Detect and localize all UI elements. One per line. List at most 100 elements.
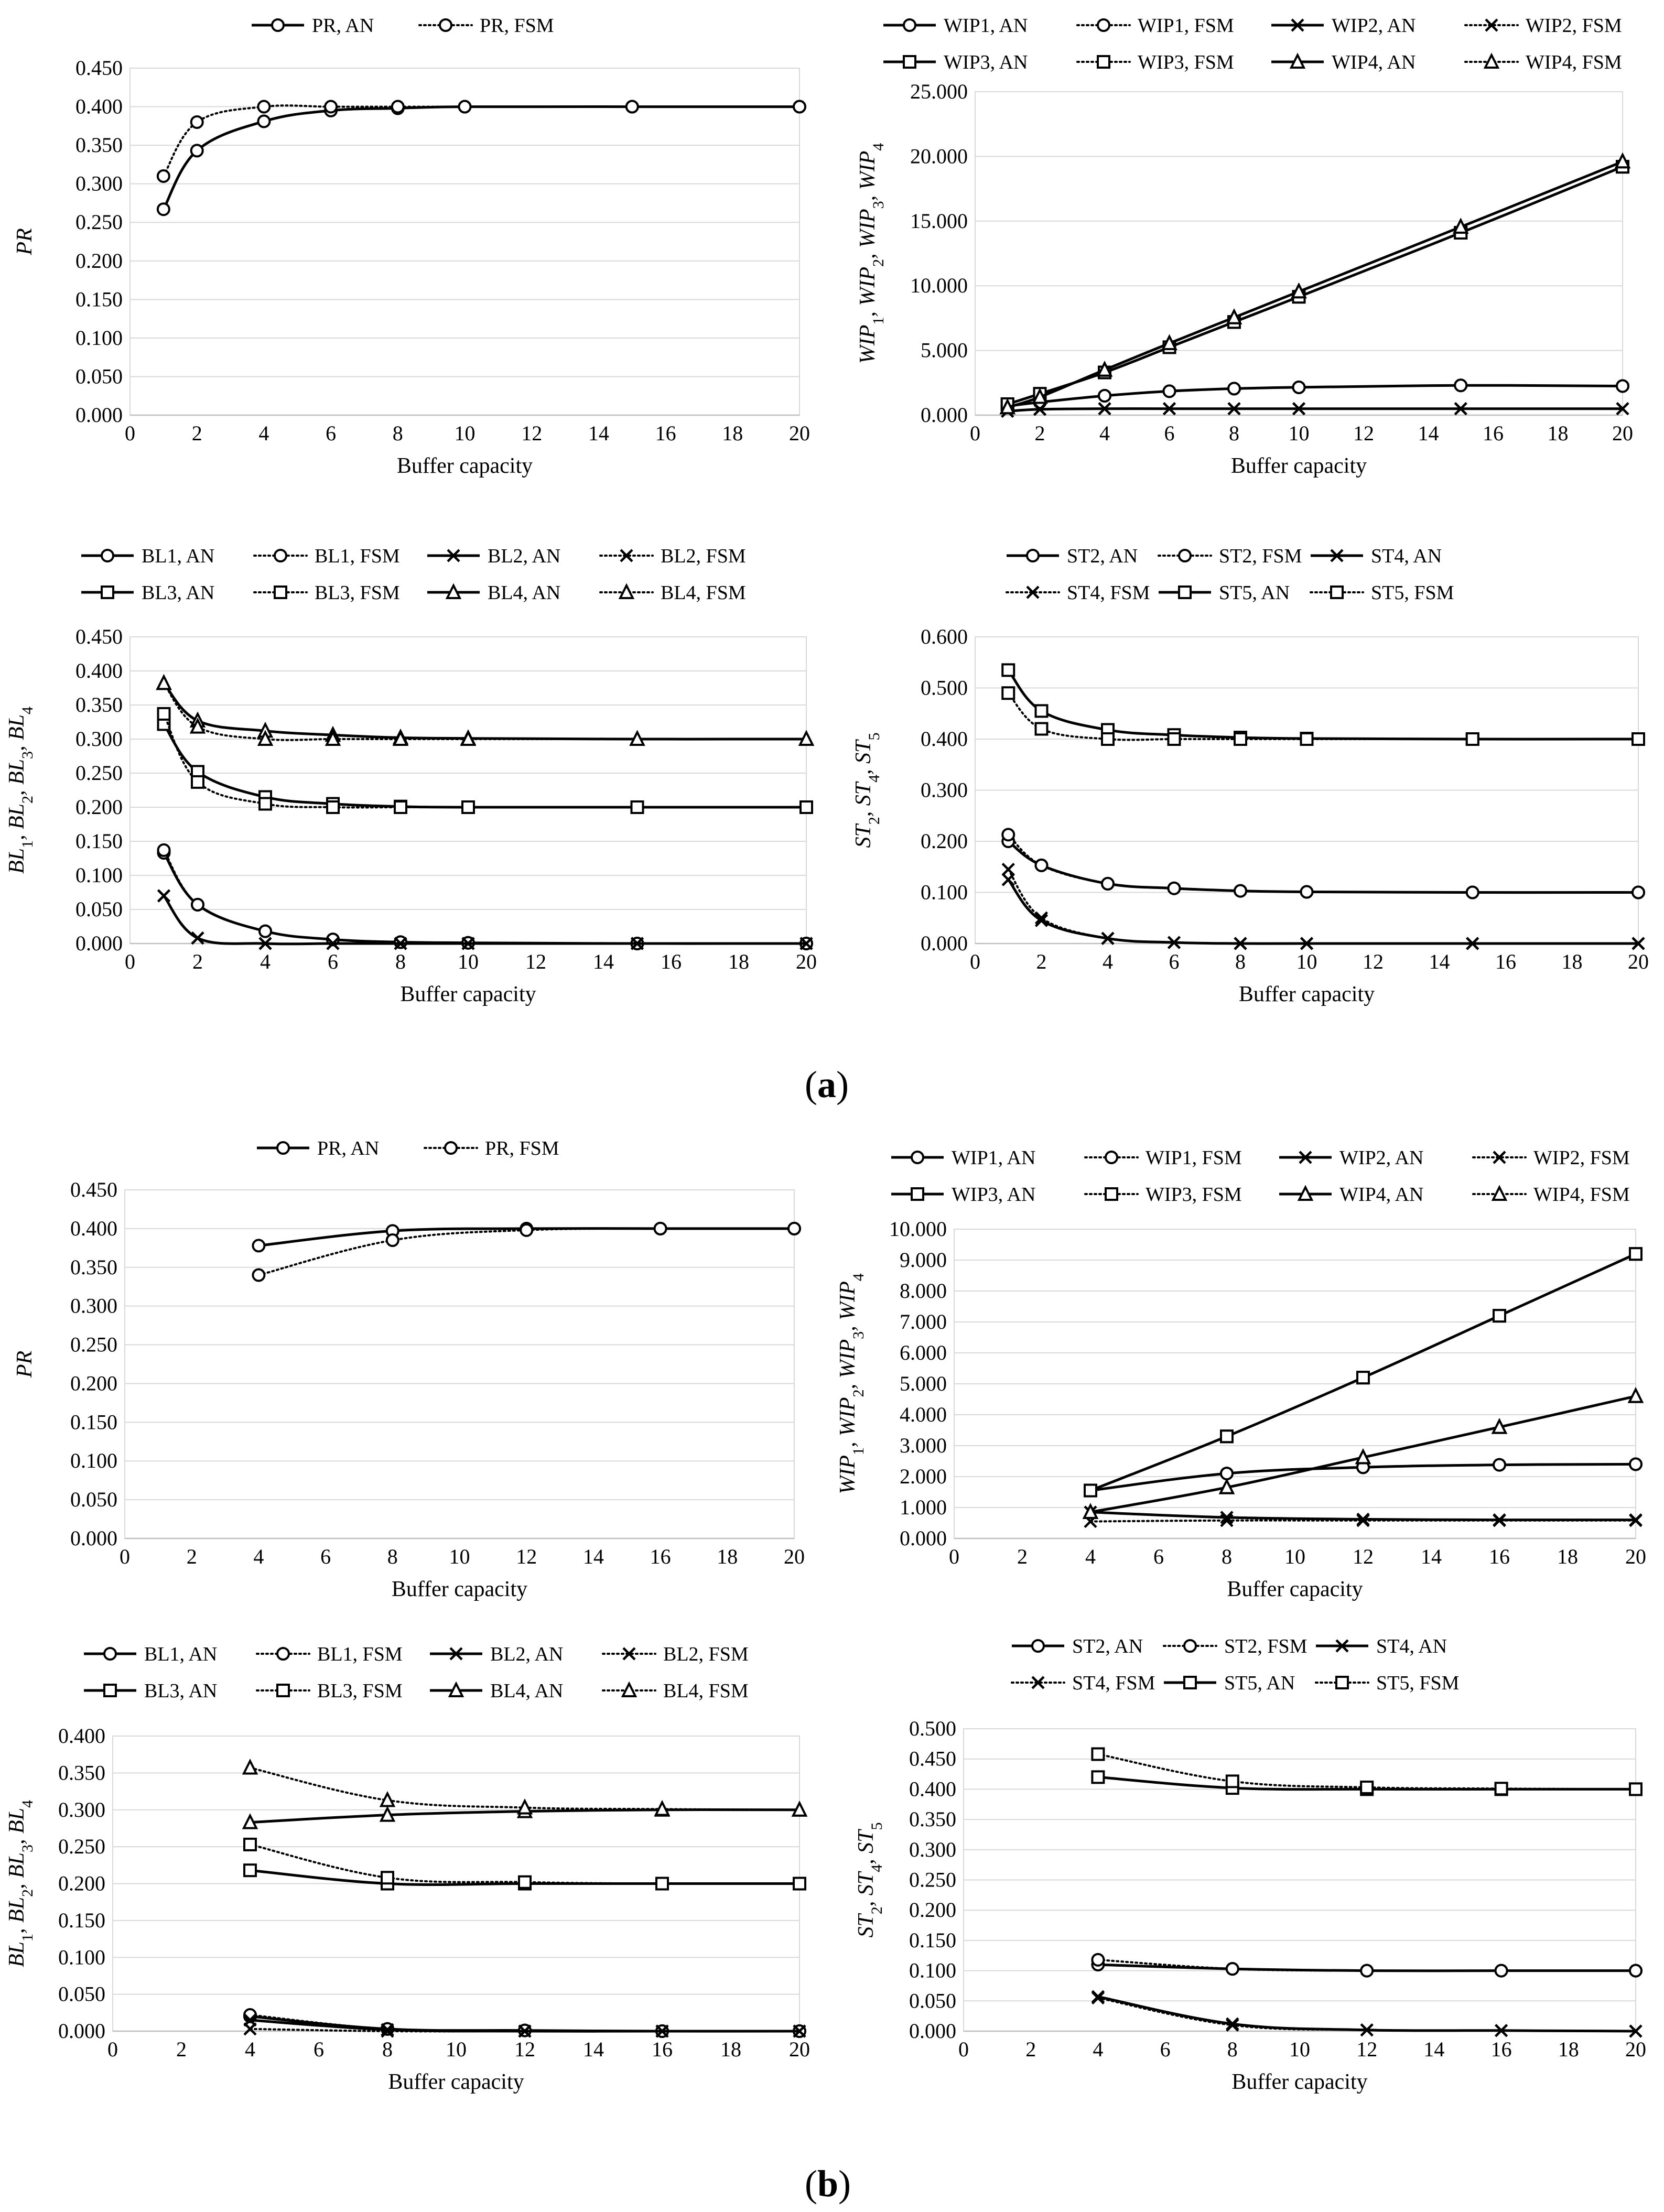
legend: BL1, AN BL1, FSM BL2, AN BL2, FSM BL3, AN BL3… — [84, 1643, 749, 1702]
legend-marker-square — [103, 1684, 117, 1697]
legend-label: ST2, AN — [1067, 545, 1138, 567]
data-point-x — [394, 937, 407, 950]
x-tick-label: 20 — [784, 1545, 805, 1568]
data-point-circle — [1616, 379, 1629, 393]
series-wip4-fsm — [1082, 1387, 1644, 1519]
legend-marker-triangle — [618, 583, 635, 599]
legend-label: WIP4, FSM — [1533, 1184, 1630, 1206]
series-st2-an — [1001, 834, 1645, 899]
data-point-x — [1292, 402, 1306, 416]
data-point-x — [1629, 1514, 1643, 1527]
y-tick-label: 0.300 — [921, 778, 968, 802]
data-point-square — [1220, 1429, 1234, 1444]
y-tick-label: 0.100 — [75, 326, 123, 350]
legend-marker-triangle — [621, 1681, 637, 1697]
x-axis-label: Buffer capacity — [1227, 1577, 1363, 1601]
data-point-triangle — [1161, 334, 1177, 351]
data-point-square — [1034, 704, 1049, 718]
x-tick-label: 4 — [253, 1545, 264, 1568]
data-point-x — [1356, 1514, 1370, 1527]
legend-marker-x — [1485, 18, 1498, 32]
y-axis-label: PR — [13, 228, 37, 255]
x-tick-label: 10 — [455, 421, 476, 445]
y-tick-label: 0.450 — [909, 1747, 956, 1771]
x-tick-label: 20 — [796, 950, 817, 973]
x-tick-label: 0 — [970, 421, 980, 445]
y-tick-label: 0.350 — [58, 1761, 105, 1784]
data-point-square — [461, 800, 475, 814]
legend: ST2, AN ST2, FSM ST4, AN ST4, FSM ST5, AN ST5… — [1006, 545, 1454, 604]
x-tick-label: 2 — [192, 421, 202, 445]
data-point-circle — [190, 115, 204, 129]
data-point-circle — [625, 100, 639, 114]
legend-marker-circle — [911, 1151, 924, 1164]
y-tick-label: 0.400 — [909, 1777, 956, 1801]
y-tick-label: 0.450 — [75, 625, 123, 648]
data-point-triangle — [516, 1798, 533, 1815]
y-tick-label: 0.300 — [70, 1294, 117, 1318]
x-tick-label: 12 — [516, 1545, 537, 1568]
data-point-triangle — [1491, 1418, 1508, 1434]
y-tick-label: 9.000 — [900, 1248, 947, 1272]
legend-marker-circle — [103, 1647, 117, 1661]
data-point-circle — [793, 100, 806, 114]
y-tick-label: 0.300 — [909, 1838, 956, 1861]
x-tick-label: 20 — [1625, 2037, 1646, 2061]
legend-label: ST4, FSM — [1067, 582, 1150, 604]
legend-marker-circle — [1183, 1639, 1197, 1653]
data-point-triangle — [325, 730, 341, 746]
data-point-circle — [1494, 1964, 1508, 1978]
data-point-circle — [1292, 380, 1306, 394]
series-bl4-fsm — [156, 674, 815, 746]
y-tick-label: 0.150 — [909, 1928, 956, 1952]
y-tick-label: 0.200 — [58, 1872, 105, 1895]
data-point-square — [630, 800, 644, 814]
data-point-triangle — [1032, 387, 1048, 404]
legend-label: ST2, FSM — [1219, 545, 1302, 567]
legend-marker-square — [1097, 55, 1110, 69]
x-tick-label: 14 — [1423, 2037, 1444, 2061]
legend-marker-square — [101, 585, 114, 599]
data-point-square — [1494, 1782, 1508, 1796]
data-point-circle — [1234, 884, 1247, 898]
x-tick-label: 14 — [588, 421, 609, 445]
legend-label: BL1, FSM — [317, 1643, 403, 1665]
y-tick-label: 0.000 — [900, 1526, 947, 1550]
legend-marker-circle — [439, 18, 452, 32]
series-wip2-fsm — [1084, 1514, 1643, 1528]
plot-area — [124, 1189, 795, 1539]
y-tick-label: 0.000 — [75, 931, 123, 955]
y-tick-label: 0.050 — [909, 1989, 956, 2012]
series-wip3-fsm — [1084, 1247, 1643, 1498]
data-point-square — [1631, 732, 1645, 746]
x-tick-label: 8 — [382, 2037, 393, 2061]
data-point-square — [258, 797, 272, 811]
data-point-circle — [324, 100, 338, 114]
data-point-square — [1091, 1770, 1105, 1784]
y-tick-label: 0.300 — [75, 727, 123, 751]
legend-marker-triangle — [448, 1681, 464, 1697]
data-point-square — [1225, 1774, 1239, 1788]
data-point-x — [630, 937, 644, 950]
legend-label: WIP1, FSM — [1146, 1147, 1242, 1169]
y-tick-label: 0.250 — [75, 761, 123, 785]
data-point-circle — [1493, 1458, 1506, 1472]
data-point-circle — [787, 1221, 801, 1235]
x-tick-label: 10 — [1289, 421, 1310, 445]
legend-marker-circle — [903, 18, 916, 32]
x-tick-label: 8 — [1227, 2037, 1238, 2061]
y-tick-label: 0.050 — [70, 1488, 117, 1511]
data-point-circle — [190, 144, 204, 158]
chart-b-pr: 0.000 0.050 0.100 0.150 0.200 0.250 0.300 0.350… — [13, 1137, 805, 1601]
legend-label: BL3, AN — [144, 1680, 217, 1702]
chart-a-wip: 0.000 5.000 10.000 15.000 20.000 25.000 0 2 4 6 8 1… — [856, 15, 1633, 478]
data-point-circle — [458, 100, 472, 114]
x-axis-label: Buffer capacity — [1239, 982, 1375, 1006]
data-point-x — [243, 2022, 257, 2036]
x-tick-label: 14 — [1429, 950, 1450, 973]
y-tick-label: 6.000 — [900, 1341, 947, 1364]
x-tick-label: 12 — [1363, 950, 1384, 973]
x-tick-label: 2 — [192, 950, 203, 973]
x-tick-label: 8 — [1222, 1545, 1232, 1568]
y-tick-label: 10.000 — [910, 274, 968, 297]
